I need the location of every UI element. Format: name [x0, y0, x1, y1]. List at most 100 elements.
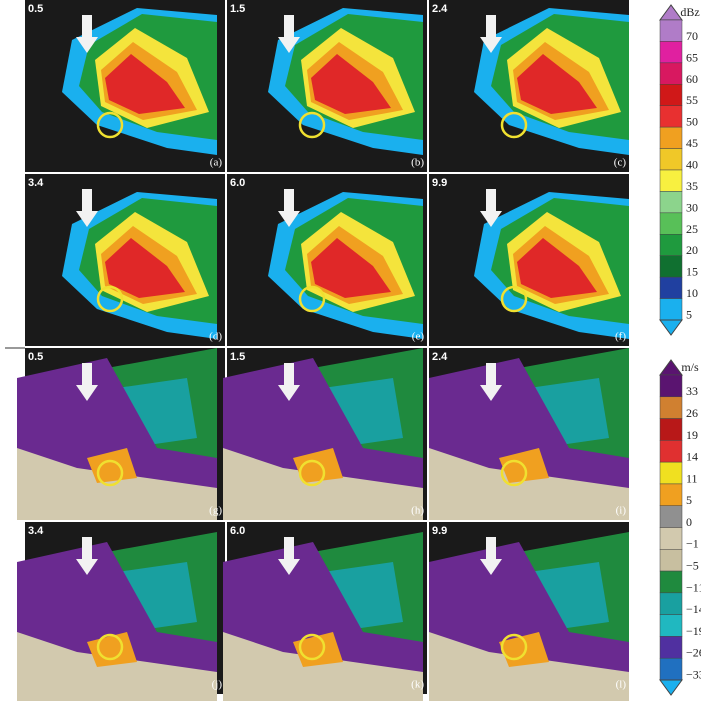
scale-label: 30 — [686, 200, 698, 214]
radar-panel: 9.9 (l) — [429, 522, 629, 701]
elevation-label: 1.5 — [230, 3, 245, 15]
scale-swatch — [659, 148, 683, 171]
echo-region — [311, 238, 391, 298]
scale-swatch — [659, 440, 683, 463]
scale-label: 60 — [686, 72, 698, 86]
scale-label: 65 — [686, 50, 698, 64]
scale-swatch — [659, 549, 683, 572]
elevation-label: 1.5 — [230, 351, 245, 363]
radar-panel: 0.5 (a) — [25, 0, 225, 172]
scale-swatch — [659, 614, 683, 637]
elevation-label: 6.0 — [230, 525, 245, 537]
radar-panel: 6.0 (k) — [223, 522, 427, 701]
arrow — [480, 537, 502, 575]
highlight-circle — [298, 459, 326, 487]
echo-region — [17, 542, 217, 672]
highlight-circle — [298, 111, 326, 139]
panel-label: (h) — [411, 505, 424, 517]
highlight-circle — [96, 285, 124, 313]
scale-swatch — [659, 636, 683, 659]
scale-label: 19 — [686, 428, 698, 442]
scale-swatch — [659, 191, 683, 214]
scale-swatch — [659, 169, 683, 192]
arrow — [76, 15, 98, 53]
panel-label: (f) — [615, 331, 626, 343]
radar-panel: 1.5 (b) — [227, 0, 427, 172]
scale-label: 11 — [686, 471, 698, 485]
scale-swatch — [659, 212, 683, 235]
elevation-label: 9.9 — [432, 177, 447, 189]
scale-label: −5 — [686, 558, 699, 572]
highlight-circle — [96, 459, 124, 487]
arrow — [76, 363, 98, 401]
scale-swatch — [659, 126, 683, 149]
echo-region — [87, 448, 137, 483]
arrow — [480, 15, 502, 53]
elevation-label: 2.4 — [432, 351, 448, 363]
scale-label: 20 — [686, 243, 698, 257]
scale-swatch — [659, 298, 683, 321]
panel-label: (l) — [616, 679, 627, 691]
scale-label: 33 — [686, 384, 698, 398]
scale-label: 15 — [686, 265, 698, 279]
elevation-label: 6.0 — [230, 177, 245, 189]
scale-label: 25 — [686, 222, 698, 236]
elevation-label: 9.9 — [432, 525, 447, 537]
scale-label: 45 — [686, 136, 698, 150]
elevation-label: 3.4 — [28, 177, 44, 189]
radar-panel: 2.4 (i) — [429, 348, 629, 520]
panel-label: (k) — [411, 679, 424, 691]
scale-swatch — [659, 657, 683, 681]
arrow — [76, 537, 98, 575]
scale-swatch — [659, 461, 683, 485]
radar-panel: 6.0 (e) — [227, 174, 427, 346]
scale-swatch — [659, 570, 683, 594]
scale-swatch — [659, 527, 683, 550]
arrow — [278, 363, 300, 401]
echo-region — [517, 238, 597, 298]
echo-region — [223, 542, 423, 672]
scale-unit: dBz — [680, 5, 699, 19]
scale-swatch — [659, 105, 683, 128]
highlight-circle — [500, 285, 528, 313]
scale-swatch — [659, 418, 683, 441]
panel-label: (j) — [212, 679, 223, 691]
scale-label: −11 — [686, 580, 701, 594]
echo-region — [223, 358, 423, 488]
echo-region — [105, 238, 185, 298]
arrow — [480, 363, 502, 401]
highlight-circle — [500, 111, 528, 139]
scale-label: 0 — [686, 515, 692, 529]
arrow — [278, 15, 300, 53]
highlight-circle — [500, 459, 528, 487]
panel-label: (g) — [209, 505, 222, 517]
highlight-circle — [298, 285, 326, 313]
scale-swatch — [659, 592, 683, 615]
panel-label: (e) — [412, 331, 425, 343]
scale-cap — [659, 679, 683, 696]
radar-panel: 1.5 (h) — [223, 348, 427, 520]
echo-region — [311, 54, 391, 114]
arrow — [76, 189, 98, 227]
scale-label: 50 — [686, 115, 698, 129]
highlight-circle — [298, 633, 326, 661]
scale-swatch — [659, 505, 683, 528]
echo-region — [105, 54, 185, 114]
scale-label: 40 — [686, 157, 698, 171]
panel-label: (b) — [411, 157, 424, 169]
radar-panel: 9.9 (f) — [429, 174, 629, 346]
scale-label: −1 — [686, 537, 699, 551]
highlight-circle — [96, 111, 124, 139]
panel-label: (c) — [614, 157, 627, 169]
panel-label: (i) — [616, 505, 627, 517]
elevation-label: 0.5 — [28, 3, 43, 15]
elevation-label: 3.4 — [28, 525, 44, 537]
scale-swatch — [659, 41, 683, 64]
radar-panel: 0.5 (g) — [17, 348, 225, 520]
arrow — [480, 189, 502, 227]
scale-cap — [659, 319, 683, 336]
scale-label: 26 — [686, 406, 698, 420]
scale-label: 5 — [686, 307, 692, 321]
echo-region — [429, 358, 629, 488]
